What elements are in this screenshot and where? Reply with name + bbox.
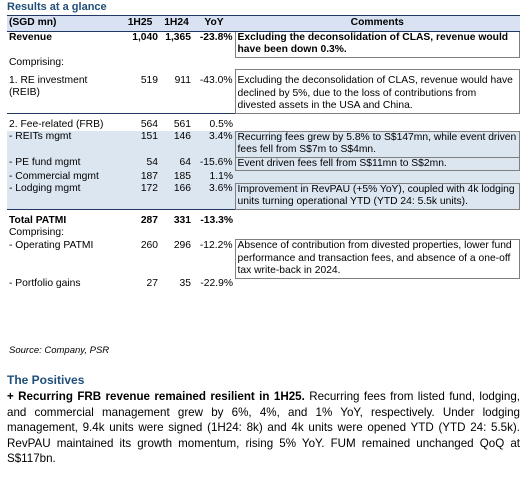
comment <box>235 208 520 227</box>
table-title: Results at a glance <box>7 1 107 13</box>
table-row: - Operating PATMI 260 296 -12.2% Absence of … <box>7 239 520 279</box>
comment: Absence of contribution from divested pr… <box>234 239 520 279</box>
table-row: Comprising: <box>7 57 520 70</box>
header-row: (SGD mn) 1H25 1H24 YoY Comments <box>7 15 520 32</box>
table-row: Comprising: <box>7 227 520 240</box>
comment: Improvement in RevPAU (+5% YoY), coupled… <box>234 182 520 210</box>
value-1h24: 1,365 <box>165 31 191 43</box>
value-1h25: 1,040 <box>132 31 158 43</box>
value-1h25 <box>120 227 160 240</box>
value-1h24 <box>160 227 193 240</box>
table-row: - REITs mgmt 151 146 3.4% Recurring fees gre… <box>7 130 520 158</box>
yoy-change: 0.5% <box>193 112 235 131</box>
yoy-change: -23.8% <box>199 31 233 43</box>
section-title: The Positives <box>7 373 85 387</box>
comment: Event driven fees fell from S$11mn to S$… <box>234 156 520 171</box>
table-row: - Commercial mgmt 187 185 1.1% <box>7 170 520 183</box>
yoy-change: 3.4% <box>193 131 235 157</box>
row-label: - PE fund mgmt <box>7 157 120 171</box>
comment: Excluding the deconsolidation of CLAS, r… <box>234 69 520 114</box>
row-label: 1. RE investment (REIB) <box>9 74 88 99</box>
value-1h24: 35 <box>179 278 191 289</box>
value-1h25: 54 <box>120 157 160 171</box>
value-1h24: 331 <box>160 208 193 227</box>
comment <box>235 112 520 131</box>
value-1h25: 172 <box>120 183 160 209</box>
value-1h24: 296 <box>173 239 191 251</box>
yoy-change <box>193 227 235 240</box>
comment: Excluding the deconsolidation of CLAS, r… <box>234 30 520 58</box>
comment: Recurring fees grew by 5.8% to S$147mn, … <box>234 130 520 158</box>
row-label: - Operating PATMI <box>9 239 94 251</box>
yoy-change: -15.6% <box>193 157 235 171</box>
row-label: - Portfolio gains <box>9 278 81 289</box>
value-1h24 <box>160 57 193 70</box>
row-label: 2. Fee-related (FRB) <box>7 112 120 131</box>
value-1h25: 519 <box>140 74 158 86</box>
row-label: - REITs mgmt <box>7 131 120 157</box>
table-row: 1. RE investment (REIB) 519 911 -43.0% Exclu… <box>7 69 520 114</box>
value-1h25: 187 <box>120 170 160 183</box>
table-row: Total PATMI 287 331 -13.3% <box>7 208 520 227</box>
comment <box>235 278 520 291</box>
row-label: - Lodging mgmt <box>7 183 120 209</box>
yoy-change: -22.9% <box>200 278 233 289</box>
yoy-change: -12.2% <box>199 239 233 251</box>
value-1h25: 27 <box>146 278 158 289</box>
table-row: - PE fund mgmt 54 64 -15.6% Event driven fee… <box>7 156 520 171</box>
column-header: (SGD mn) <box>7 15 120 32</box>
value-1h24: 166 <box>160 183 193 209</box>
value-1h24: 911 <box>174 74 191 86</box>
row-label: Revenue <box>9 31 52 43</box>
yoy-change: 3.6% <box>193 183 235 209</box>
results-table: (SGD mn) 1H25 1H24 YoY Comments Revenue 1,040… <box>7 15 520 291</box>
table-body: Revenue 1,040 1,365 -23.8% Excluding the dec… <box>7 30 520 291</box>
value-1h25: 151 <box>120 131 160 157</box>
value-1h24: 146 <box>160 131 193 157</box>
yoy-change: -43.0% <box>199 74 233 86</box>
comment <box>235 170 520 183</box>
yoy-change: -13.3% <box>193 208 235 227</box>
value-1h25: 564 <box>120 112 160 131</box>
column-header: Comments <box>235 15 520 32</box>
source-note: Source: Company, PSR <box>9 345 110 356</box>
yoy-change: 1.1% <box>193 170 235 183</box>
value-1h24: 64 <box>160 157 193 171</box>
lead: + Recurring FRB revenue remained resilie… <box>7 390 305 403</box>
row-label: Comprising: <box>9 57 64 68</box>
table-row: Revenue 1,040 1,365 -23.8% Excluding the dec… <box>7 30 520 58</box>
table-row: 2. Fee-related (FRB) 564 561 0.5% <box>7 112 520 131</box>
yoy-change <box>193 57 235 70</box>
table-row: - Lodging mgmt 172 166 3.6% Improvement in R… <box>7 182 520 210</box>
column-header: 1H25 <box>120 15 160 32</box>
comment <box>235 57 520 70</box>
paragraph: + Recurring FRB revenue remained resilie… <box>7 389 520 467</box>
value-1h25 <box>120 57 160 70</box>
row-label: - Commercial mgmt <box>7 170 120 183</box>
value-1h25: 260 <box>140 239 158 251</box>
column-header: YoY <box>193 15 235 32</box>
value-1h24: 185 <box>160 170 193 183</box>
body-text: Recurring fees from listed fund, lodging… <box>7 390 521 465</box>
comment <box>235 227 520 240</box>
table-row: - Portfolio gains 27 35 -22.9% <box>7 278 520 291</box>
value-1h25: 287 <box>120 208 160 227</box>
row-label: Total PATMI <box>7 208 120 227</box>
value-1h24: 561 <box>160 112 193 131</box>
row-label: Comprising: <box>9 227 64 238</box>
column-header: 1H24 <box>160 15 193 32</box>
